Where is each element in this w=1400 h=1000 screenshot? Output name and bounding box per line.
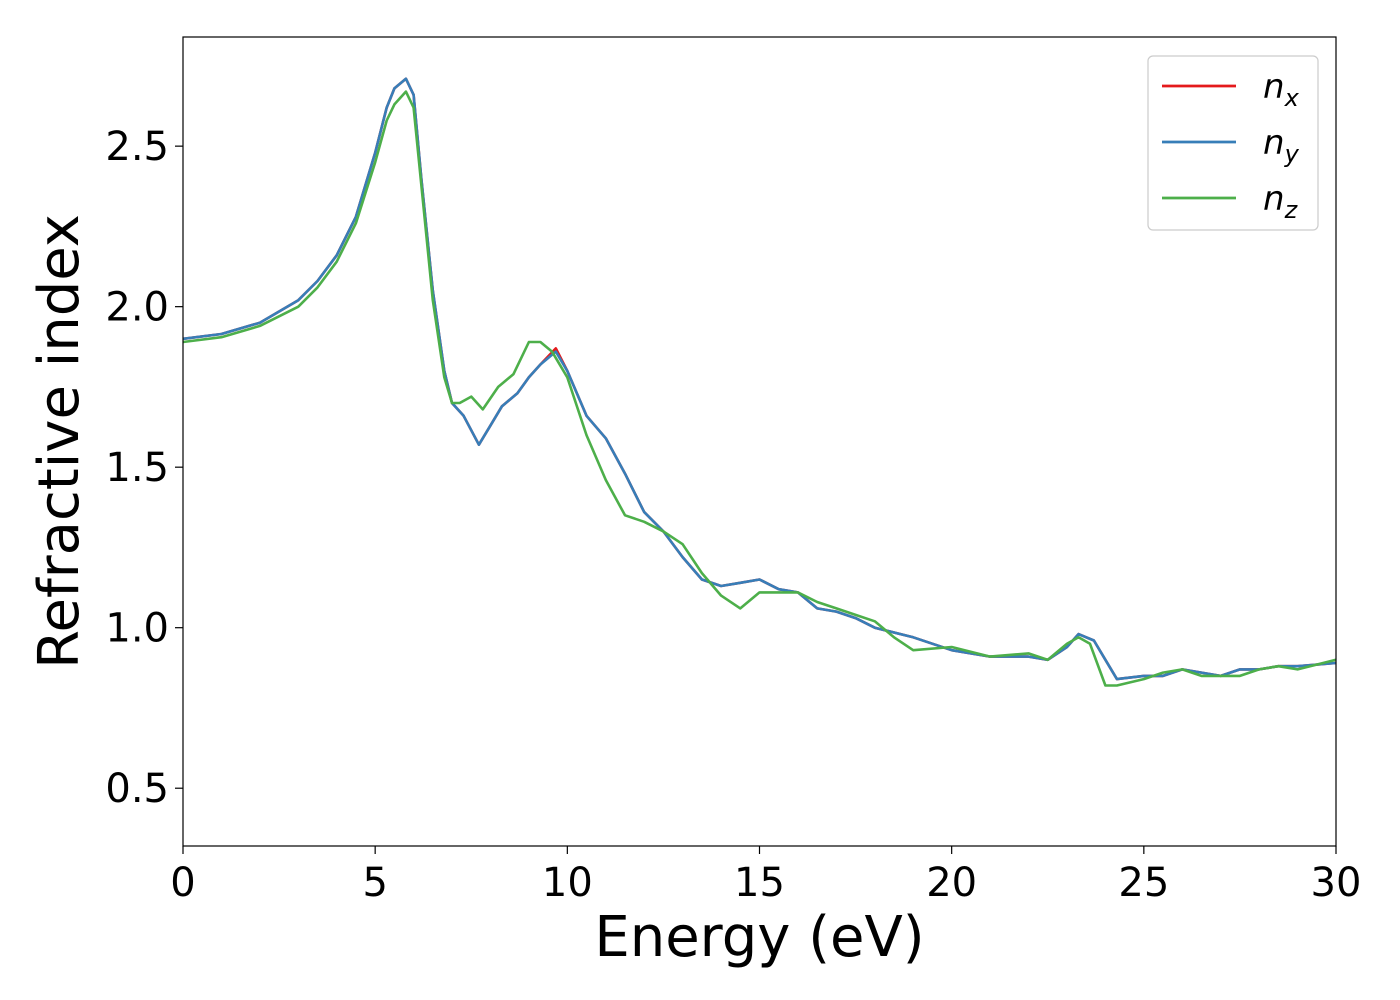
series-layer <box>183 77 1336 687</box>
legend-label-nz: nz <box>1263 179 1299 224</box>
x-tick-label: 30 <box>1311 860 1362 906</box>
x-tick-label: 20 <box>926 860 977 906</box>
x-tick-label: 5 <box>362 860 387 906</box>
x-tick-label: 10 <box>542 860 593 906</box>
x-axis-ticks: 0 5 10 15 20 25 30 <box>170 846 1361 906</box>
y-axis-label: Refractive index <box>27 214 92 669</box>
x-tick-label: 0 <box>170 860 195 906</box>
x-tick-label: 25 <box>1118 860 1169 906</box>
x-tick-label: 15 <box>734 860 785 906</box>
series-line-ny <box>183 77 1336 681</box>
x-axis-label: Energy (eV) <box>594 905 924 970</box>
series-line-nz <box>183 90 1336 687</box>
y-tick-label: 0.5 <box>105 766 169 812</box>
y-axis-ticks: 0.5 1.0 1.5 2.0 2.5 <box>105 124 183 812</box>
legend-label-nx: nx <box>1263 67 1300 112</box>
y-tick-label: 1.0 <box>105 606 169 652</box>
y-tick-label: 2.0 <box>105 285 169 331</box>
legend-label-ny: ny <box>1263 123 1300 168</box>
legend: nx ny nz <box>1147 55 1319 231</box>
y-tick-label: 1.5 <box>105 445 169 491</box>
y-tick-label: 2.5 <box>105 124 169 170</box>
